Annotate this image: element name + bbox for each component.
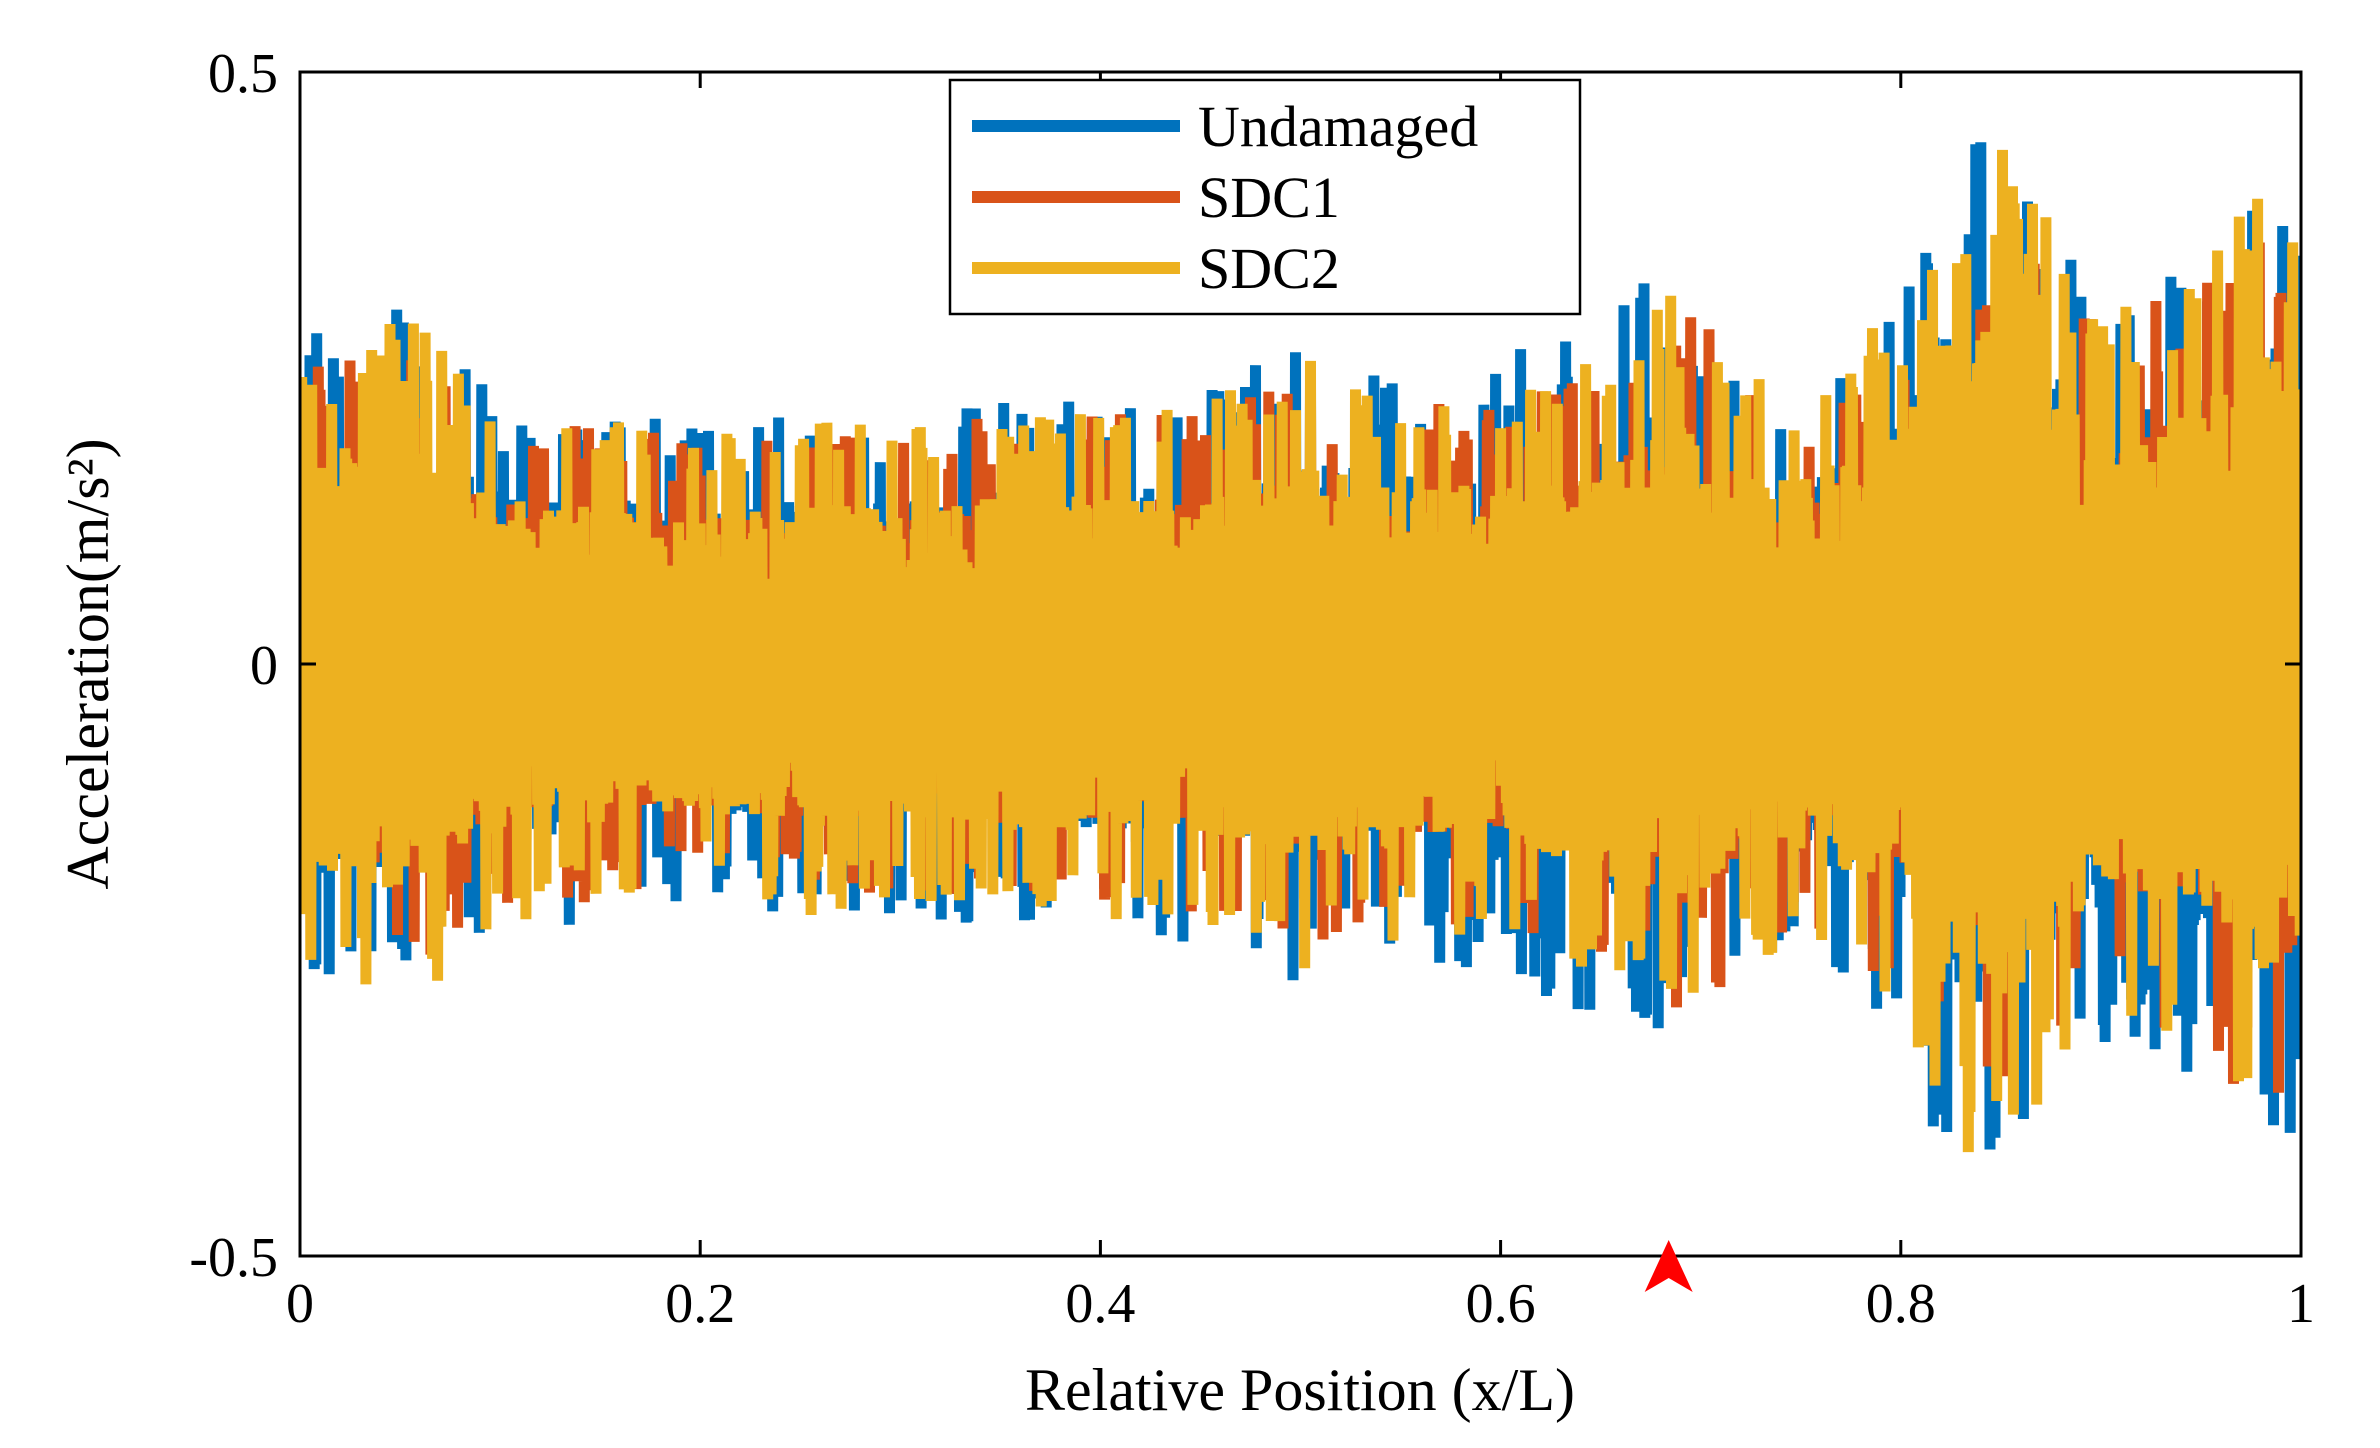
series-line-sdc2 xyxy=(300,149,2301,1153)
x-tick-label: 0 xyxy=(286,1273,314,1335)
y-tick-label: 0 xyxy=(250,635,278,697)
y-axis-label: Acceleration(m/s²) xyxy=(55,438,121,889)
legend-label-sdc1: SDC1 xyxy=(1198,165,1340,230)
damage-location-marker xyxy=(1644,1240,1693,1292)
x-tick-label: 0.8 xyxy=(1866,1273,1936,1335)
y-tick-label: -0.5 xyxy=(189,1227,278,1289)
legend-label-sdc2: SDC2 xyxy=(1198,236,1340,301)
legend-label-undamaged: Undamaged xyxy=(1198,94,1478,159)
legend: Undamaged SDC1 SDC2 xyxy=(948,78,1582,316)
axis-ticks: 0 0.2 0.4 0.6 0.8 1-0.500.5 xyxy=(189,43,2315,1335)
series-layer xyxy=(300,142,2301,1153)
x-tick-label: 0.6 xyxy=(1466,1273,1536,1335)
y-tick-label: 0.5 xyxy=(208,43,278,105)
x-axis-label: Relative Position (x/L) xyxy=(1025,1357,1575,1423)
x-tick-label: 0.2 xyxy=(665,1273,735,1335)
x-tick-label: 1 xyxy=(2287,1273,2315,1335)
x-tick-label: 0.4 xyxy=(1065,1273,1135,1335)
